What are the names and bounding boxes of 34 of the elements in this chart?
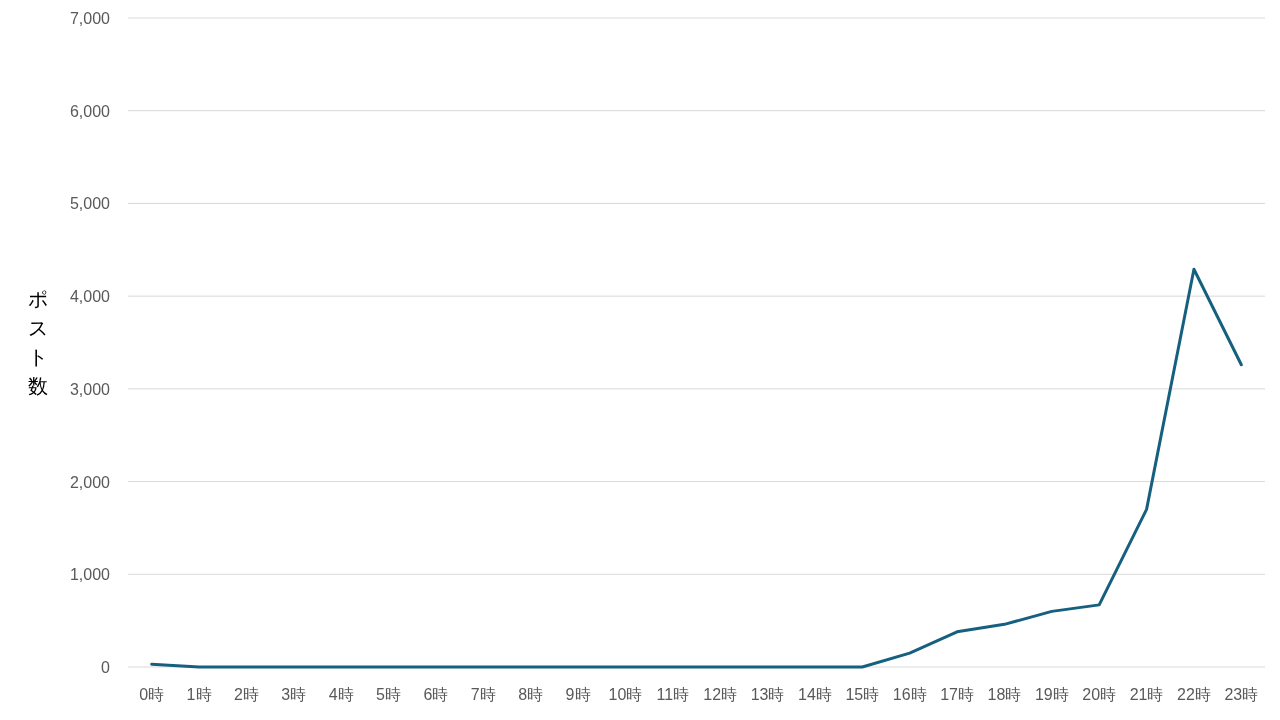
line-series — [150, 267, 1243, 669]
x-tick-label: 19時 — [1034, 686, 1069, 703]
x-tick-label: 16時 — [892, 686, 927, 703]
y-axis-title: ポスト数 — [28, 287, 48, 397]
x-tick-label: 0時 — [139, 686, 165, 703]
y-tick-label: 3,000 — [69, 380, 111, 398]
x-tick-label: 3時 — [281, 686, 307, 703]
y-tick-label: 0 — [101, 659, 111, 676]
y-tick-label: 5,000 — [69, 195, 111, 213]
y-tick-label: 2,000 — [69, 473, 111, 491]
x-tick-label: 9時 — [565, 686, 591, 703]
x-tick-label: 7時 — [470, 686, 496, 703]
x-tick-label: 8時 — [518, 686, 544, 703]
x-tick-label: 18時 — [987, 686, 1022, 703]
x-tick-label: 15時 — [845, 686, 880, 703]
x-tick-label: 20時 — [1082, 686, 1117, 703]
y-tick-label: 6,000 — [69, 102, 111, 120]
x-tick-label: 11時 — [656, 686, 690, 703]
x-tick-label: 13時 — [750, 686, 785, 703]
y-tick-label: 1,000 — [69, 566, 111, 584]
x-tick-label: 12時 — [703, 686, 738, 703]
x-tick-label: 21時 — [1129, 686, 1164, 703]
x-tick-label: 1時 — [186, 686, 212, 703]
x-tick-label: 6時 — [423, 686, 449, 703]
x-tick-label: 17時 — [940, 686, 974, 703]
y-tick-label: 4,000 — [69, 288, 111, 306]
x-tick-label: 5時 — [376, 686, 402, 703]
x-tick-label: 22時 — [1177, 686, 1211, 703]
x-tick-label: 14時 — [798, 686, 832, 703]
x-tick-label: 10時 — [608, 686, 643, 703]
x-tick-label: 4時 — [328, 686, 354, 703]
x-tick-label: 2時 — [233, 686, 259, 703]
x-tick-label: 23時 — [1224, 686, 1259, 703]
y-tick-label: 7,000 — [69, 10, 111, 27]
